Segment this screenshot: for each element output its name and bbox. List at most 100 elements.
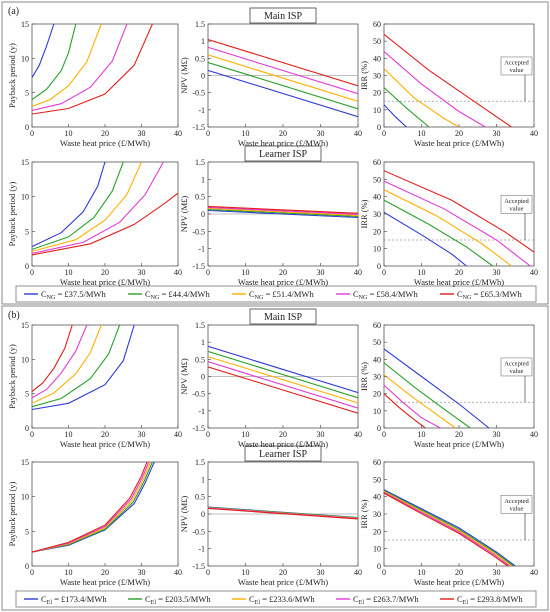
y-axis-label: IRR (%) <box>359 362 369 391</box>
y-tick-label: 0 <box>25 562 29 571</box>
series-line-5 <box>208 507 358 520</box>
x-tick-label: 40 <box>354 129 362 138</box>
panel-a-label: (a) <box>8 6 19 17</box>
x-tick-label: 30 <box>138 129 146 138</box>
x-tick-label: 10 <box>65 430 73 439</box>
y-tick-label: -1.5 <box>192 424 205 433</box>
series-line-1 <box>384 104 407 127</box>
series-line-4 <box>208 206 358 215</box>
y-tick-label: 5 <box>25 89 29 98</box>
x-axis-label: Waste heat price (£/MWh) <box>60 439 150 449</box>
x-tick-label: 10 <box>65 268 73 277</box>
accepted-text-1: Accepted <box>504 360 529 367</box>
section-a-frame <box>1 1 549 305</box>
series-line-1 <box>208 209 358 219</box>
x-tick-label: 0 <box>30 268 34 277</box>
x-tick-label: 40 <box>174 568 182 577</box>
y-tick-label: 1.5 <box>195 158 205 167</box>
series-line-3 <box>208 356 358 404</box>
y-tick-label: 0 <box>201 510 205 519</box>
x-tick-label: 20 <box>279 129 287 138</box>
y-tick-label: 5 <box>25 390 29 399</box>
series-line-5 <box>32 192 178 256</box>
y-tick-label: 0 <box>25 123 29 132</box>
x-tick-label: 0 <box>206 430 210 439</box>
x-axis-label: Waste heat price (£/MWh) <box>414 439 504 449</box>
y-tick-label: 20 <box>373 89 381 98</box>
main-isp-text-b: Main ISP <box>264 312 303 323</box>
series-line-1 <box>32 24 55 78</box>
series-line-3 <box>384 189 512 266</box>
y-tick-label: -0.5 <box>192 527 205 536</box>
accepted-text-1: Accepted <box>504 498 529 505</box>
learner-isp-text-a: Learner ISP <box>259 149 307 160</box>
series-line-3 <box>384 68 460 127</box>
x-tick-label: 30 <box>493 568 501 577</box>
x-tick-label: 10 <box>65 129 73 138</box>
y-tick-label: 1.5 <box>195 20 205 29</box>
accepted-text-1: Accepted <box>504 198 529 205</box>
y-tick-label: 15 <box>21 158 29 167</box>
y-tick-label: -1 <box>198 106 205 115</box>
y-axis-label: NPV (M£) <box>179 358 189 395</box>
y-tick-label: 50 <box>373 338 381 347</box>
x-tick-label: 30 <box>138 430 146 439</box>
y-tick-label: 10 <box>373 545 381 554</box>
x-tick-label: 20 <box>455 430 463 439</box>
x-tick-label: 0 <box>30 568 34 577</box>
plot-b-main-npv: 0 10 20 30 40 -1.5 -1 -0.5 0 0.5 1 1.5 Waste heat pr… <box>179 321 362 449</box>
x-tick-label: 10 <box>242 268 250 277</box>
series-line-1 <box>32 325 135 411</box>
y-axis-label: IRR (%) <box>359 61 369 90</box>
x-tick-label: 40 <box>354 568 362 577</box>
y-tick-label: 0 <box>201 210 205 219</box>
legend-label: CEl = £263.7/MWh <box>353 594 419 606</box>
series-line-4 <box>384 491 510 566</box>
x-tick-label: 10 <box>242 568 250 577</box>
accepted-box <box>500 494 533 514</box>
accepted-text-2: value <box>509 205 523 212</box>
learner-isp-label-a: Learner ISP <box>244 145 322 162</box>
y-tick-label: 0 <box>201 373 205 382</box>
plot-frame <box>383 161 535 267</box>
series-line-2 <box>32 462 153 553</box>
x-tick-label: 20 <box>455 268 463 277</box>
x-axis-label: Waste heat price (£/MWh) <box>238 277 328 287</box>
x-tick-label: 40 <box>174 430 182 439</box>
x-tick-label: 0 <box>206 568 210 577</box>
x-tick-label: 0 <box>30 129 34 138</box>
legend-item-5: CNG = £65.3/MWh <box>440 289 522 301</box>
y-tick-label: -0.5 <box>192 89 205 98</box>
x-tick-label: 30 <box>317 129 325 138</box>
y-axis-label: Payback period (y) <box>7 43 17 108</box>
series-line-2 <box>384 199 494 266</box>
y-tick-label: 30 <box>373 72 381 81</box>
y-tick-label: 20 <box>373 390 381 399</box>
plot-b-learner-payback: 0 10 20 30 40 0 5 10 15 Waste heat price (£/MWh) P… <box>7 458 182 587</box>
y-tick-label: 40 <box>373 54 381 63</box>
x-tick-label: 30 <box>493 129 501 138</box>
plot-a-main-npv: 0 10 20 30 40 -1.5 -1 -0.5 0 0.5 1 1.5 Waste heat pr… <box>179 20 362 148</box>
y-tick-label: 50 <box>373 37 381 46</box>
x-axis-label: Waste heat price (£/MWh) <box>238 138 328 148</box>
series-line-3 <box>384 491 512 566</box>
x-axis-label: Waste heat price (£/MWh) <box>414 277 504 287</box>
y-tick-label: 1 <box>201 338 205 347</box>
y-tick-label: 0 <box>377 424 381 433</box>
x-axis-label: Waste heat price (£/MWh) <box>60 138 150 148</box>
legend-label: CNG = £58.4/MWh <box>353 289 418 301</box>
y-tick-label: 10 <box>21 355 29 364</box>
x-tick-label: 40 <box>174 129 182 138</box>
x-tick-label: 30 <box>317 568 325 577</box>
x-tick-label: 20 <box>101 129 109 138</box>
series-line-5 <box>208 38 358 87</box>
x-tick-label: 30 <box>493 268 501 277</box>
series-line-1 <box>208 345 358 394</box>
y-tick-label: 5 <box>25 527 29 536</box>
y-tick-label: -1.5 <box>192 562 205 571</box>
x-tick-label: 40 <box>354 430 362 439</box>
x-tick-label: 0 <box>382 430 386 439</box>
legend-label: CEl = £233.6/MWh <box>249 594 315 606</box>
plot-frame <box>31 23 179 128</box>
